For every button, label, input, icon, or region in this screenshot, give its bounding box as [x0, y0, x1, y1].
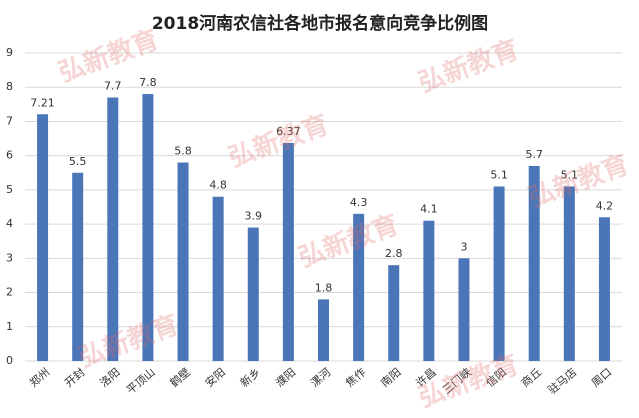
y-tick-label: 7	[6, 114, 13, 127]
data-label: 7.21	[30, 96, 55, 109]
bar	[493, 186, 505, 361]
bar	[388, 265, 400, 361]
data-label: 3	[460, 240, 467, 253]
data-label: 5.7	[525, 148, 543, 161]
bar	[72, 172, 84, 361]
bar	[423, 220, 435, 361]
data-label: 4.1	[420, 203, 438, 216]
bar	[37, 114, 49, 361]
y-tick-label: 3	[6, 251, 13, 264]
chart-title: 2018河南农信社各地市报名意向竞争比例图	[152, 13, 488, 34]
bar	[563, 186, 575, 361]
y-tick-label: 8	[6, 80, 13, 93]
data-label: 1.8	[315, 281, 333, 294]
data-label: 6.37	[276, 125, 301, 138]
bar	[282, 143, 294, 361]
y-tick-label: 4	[6, 217, 13, 230]
bar	[212, 196, 224, 361]
data-label: 4.2	[596, 199, 614, 212]
bar	[353, 213, 365, 361]
data-label: 7.8	[139, 76, 157, 89]
data-label: 5.1	[490, 168, 508, 181]
data-label: 2.8	[385, 247, 403, 260]
data-label: 5.5	[69, 155, 87, 168]
data-label: 4.8	[209, 179, 227, 192]
data-label: 7.7	[104, 79, 122, 92]
data-label: 3.9	[245, 210, 263, 223]
bar	[598, 217, 610, 361]
bar	[458, 258, 470, 361]
bar	[142, 94, 154, 362]
y-tick-label: 1	[6, 320, 13, 333]
data-label: 4.3	[350, 196, 368, 209]
bar	[107, 97, 119, 361]
bar	[318, 299, 329, 361]
y-tick-label: 6	[6, 149, 13, 162]
y-tick-label: 0	[6, 354, 13, 367]
bar	[177, 162, 189, 361]
data-label: 5.8	[174, 145, 192, 158]
bar	[247, 227, 259, 361]
y-tick-label: 2	[6, 286, 13, 299]
y-tick-label: 9	[6, 46, 13, 59]
y-tick-label: 5	[6, 183, 13, 196]
data-label: 5.1	[561, 168, 579, 181]
bar	[528, 165, 540, 361]
